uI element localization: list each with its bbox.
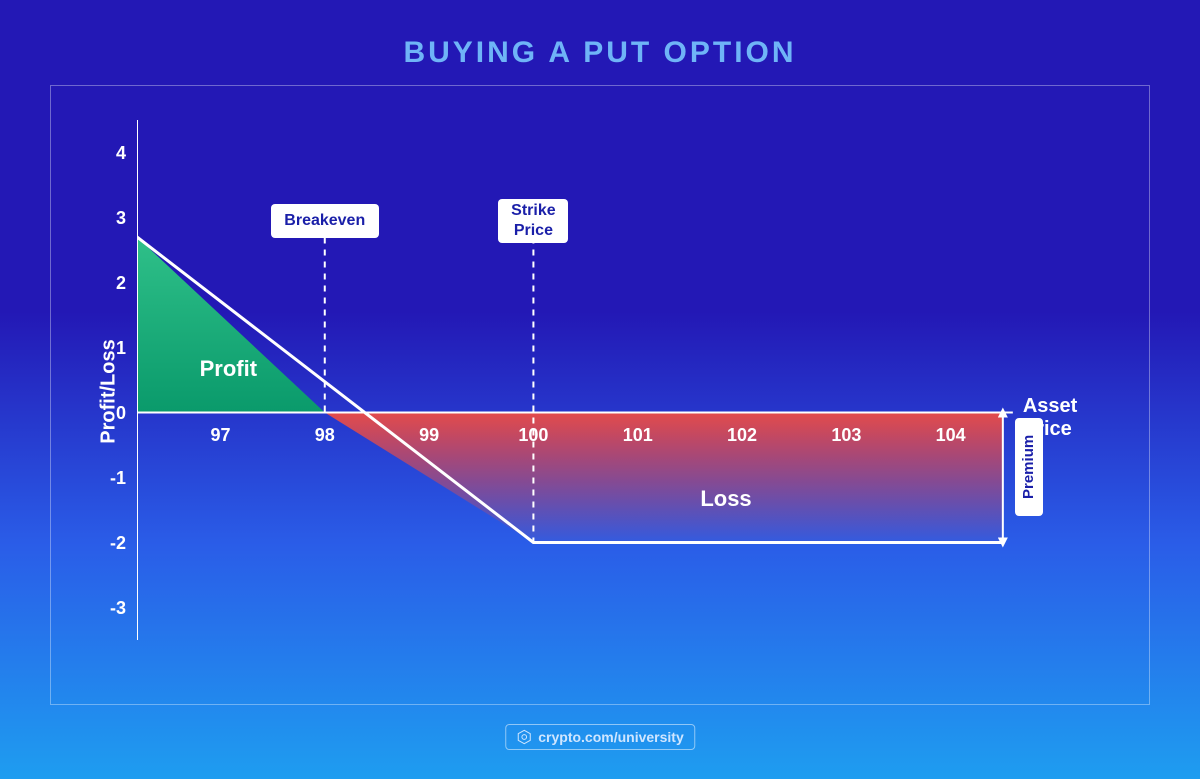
y-tick-label: 0 xyxy=(102,403,126,424)
x-tick-label: 104 xyxy=(933,425,969,446)
y-tick-label: 2 xyxy=(102,273,126,294)
strike-price-callout: StrikePrice xyxy=(498,199,568,243)
profit-region-label: Profit xyxy=(200,356,257,382)
x-tick-label: 97 xyxy=(202,425,238,446)
x-tick-label: 102 xyxy=(724,425,760,446)
chart-title: BUYING A PUT OPTION xyxy=(0,0,1200,70)
y-tick-label: -3 xyxy=(102,598,126,619)
breakeven-callout: Breakeven xyxy=(271,204,379,238)
y-tick-label: -1 xyxy=(102,468,126,489)
x-tick-label: 99 xyxy=(411,425,447,446)
payoff-chart xyxy=(137,120,1055,640)
premium-callout: Premium xyxy=(1015,418,1043,516)
loss-region-label: Loss xyxy=(700,486,751,512)
y-tick-label: -2 xyxy=(102,533,126,554)
x-tick-label: 101 xyxy=(620,425,656,446)
footer-badge: crypto.com/university xyxy=(505,724,695,750)
y-tick-label: 4 xyxy=(102,143,126,164)
y-tick-label: 3 xyxy=(102,208,126,229)
footer-text: crypto.com/university xyxy=(538,729,684,745)
x-tick-label: 100 xyxy=(515,425,551,446)
crypto-logo-icon xyxy=(516,729,532,745)
x-tick-label: 103 xyxy=(828,425,864,446)
y-tick-label: 1 xyxy=(102,338,126,359)
x-tick-label: 98 xyxy=(307,425,343,446)
